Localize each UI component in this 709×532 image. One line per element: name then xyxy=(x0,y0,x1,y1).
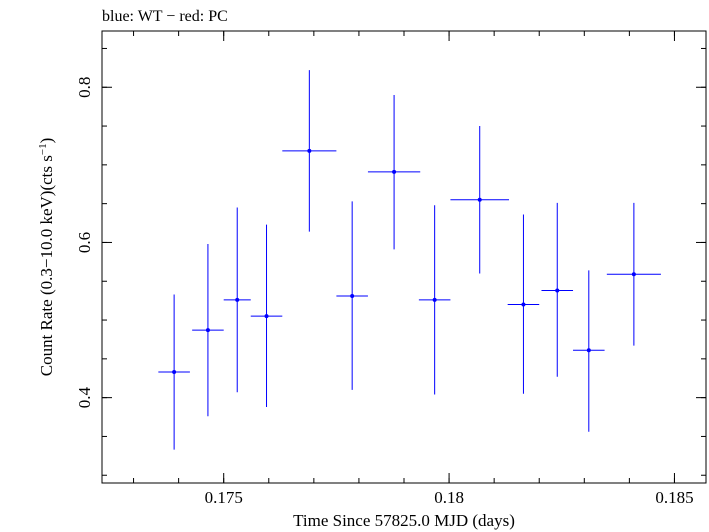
data-point xyxy=(307,148,312,153)
data-point-group xyxy=(573,270,605,432)
x-axis-tick-labels: 0.175 0.18 0.185 xyxy=(205,488,694,507)
x-tick-label: 0.175 xyxy=(205,488,243,507)
y-tick-label: 0.4 xyxy=(75,387,94,409)
y-axis-ticks xyxy=(102,47,706,476)
data-point-group xyxy=(450,126,510,274)
data-point xyxy=(392,169,397,174)
data-point-group xyxy=(250,224,283,407)
x-axis-label: Time Since 57825.0 MJD (days) xyxy=(293,511,515,530)
data-point-group xyxy=(223,207,251,393)
data-point-group xyxy=(606,202,661,346)
data-point-group xyxy=(192,244,224,417)
data-point xyxy=(350,293,355,298)
data-point xyxy=(477,197,482,202)
chart-title: blue: WT − red: PC xyxy=(102,8,228,25)
data-point xyxy=(172,370,177,375)
y-axis-label: Count Rate (0.3−10.0 keV)(cts s−1) xyxy=(37,138,56,377)
y-axis-label-exponent: −1 xyxy=(37,143,49,155)
data-point xyxy=(521,302,526,307)
data-point-group xyxy=(336,201,368,390)
data-series-wt xyxy=(158,70,661,450)
data-point-group xyxy=(158,294,190,450)
data-point xyxy=(631,272,636,277)
x-tick-label: 0.18 xyxy=(434,488,464,507)
y-tick-label: 0.6 xyxy=(75,232,94,253)
data-point xyxy=(586,348,591,353)
data-point-group xyxy=(418,205,451,395)
data-point-group xyxy=(367,95,421,250)
data-point xyxy=(264,314,269,319)
data-point-group xyxy=(282,70,337,232)
y-axis-label-close: ) xyxy=(37,138,56,144)
y-axis-tick-labels: 0.4 0.6 0.8 xyxy=(75,77,94,409)
data-point xyxy=(555,288,560,293)
data-point xyxy=(432,297,437,302)
plot-frame xyxy=(101,30,707,484)
data-point xyxy=(235,297,240,302)
data-point-group xyxy=(507,214,540,394)
data-point-group xyxy=(541,202,574,377)
data-point xyxy=(205,328,210,333)
x-tick-label: 0.185 xyxy=(655,488,693,507)
y-axis-label-main: Count Rate (0.3−10.0 keV)(cts s xyxy=(37,155,56,376)
x-axis-ticks xyxy=(133,31,675,483)
y-tick-label: 0.8 xyxy=(75,77,94,98)
